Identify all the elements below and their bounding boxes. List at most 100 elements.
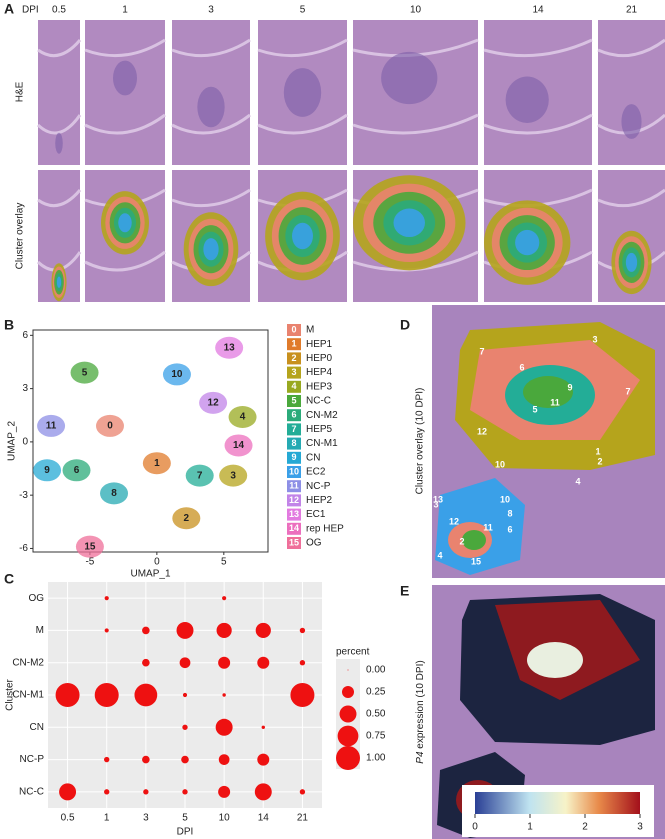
cluster-label: 5 bbox=[532, 404, 537, 414]
panel-label: B bbox=[4, 317, 14, 333]
lesion bbox=[197, 86, 225, 128]
cluster-label: 12 bbox=[477, 426, 487, 436]
y-axis-label: UMAP_2 bbox=[7, 421, 18, 461]
cluster-overlay bbox=[56, 276, 62, 288]
dot bbox=[216, 622, 232, 639]
legend-key: 0 bbox=[291, 324, 296, 334]
dot bbox=[299, 789, 306, 795]
legend-dot bbox=[347, 669, 349, 671]
dot bbox=[104, 789, 110, 795]
legend-swatch bbox=[287, 352, 301, 365]
cluster-label: 1 bbox=[595, 446, 600, 456]
legend-label: CN-M2 bbox=[306, 410, 338, 421]
cluster-label: 3 bbox=[433, 499, 438, 509]
lesion bbox=[55, 132, 63, 154]
cluster-cloud bbox=[224, 434, 253, 457]
legend-key: 2 bbox=[291, 353, 296, 363]
cluster-cloud bbox=[219, 464, 248, 487]
dot bbox=[142, 626, 150, 635]
dot bbox=[104, 628, 109, 633]
legend-swatch bbox=[287, 437, 301, 450]
cluster-label: 6 bbox=[507, 524, 512, 534]
lesion bbox=[113, 60, 137, 96]
x-axis-label: UMAP_1 bbox=[130, 569, 170, 580]
cluster-label: 13 bbox=[433, 494, 443, 504]
cluster-overlay bbox=[625, 252, 638, 272]
cluster-label: 12 bbox=[208, 397, 220, 408]
cluster-label: 8 bbox=[507, 508, 512, 518]
legend-swatch bbox=[287, 451, 301, 464]
dot bbox=[222, 693, 226, 697]
legend-key: 15 bbox=[289, 537, 299, 547]
column-label: 14 bbox=[532, 5, 544, 16]
legend-swatch bbox=[287, 423, 301, 436]
dot bbox=[261, 725, 265, 729]
cluster-label: 8 bbox=[111, 488, 117, 499]
legend-swatch bbox=[287, 395, 301, 407]
legend-key: 11 bbox=[289, 481, 299, 491]
gene-name: P4 bbox=[415, 751, 426, 764]
x-tick-label: 21 bbox=[297, 813, 309, 824]
dot bbox=[222, 596, 227, 601]
cluster-label: 9 bbox=[44, 465, 50, 476]
legend-key: 5 bbox=[291, 395, 296, 405]
cluster-overlay bbox=[292, 222, 313, 250]
y-tick-label: -3 bbox=[19, 490, 28, 501]
legend-swatch bbox=[287, 338, 301, 351]
row-label: Cluster overlay bbox=[15, 203, 26, 270]
cluster-overlay bbox=[393, 208, 425, 238]
cluster-label: 11 bbox=[46, 421, 57, 432]
cluster-cloud bbox=[185, 464, 214, 487]
cluster-label: 11 bbox=[550, 397, 560, 407]
column-label: 10 bbox=[410, 5, 422, 16]
x-tick-label: 1 bbox=[104, 813, 110, 824]
legend-label: NC-P bbox=[306, 481, 331, 492]
cluster-label: 6 bbox=[74, 465, 80, 476]
cluster-cloud bbox=[33, 459, 62, 482]
cluster-label: 3 bbox=[230, 470, 236, 481]
colorbar bbox=[475, 792, 640, 814]
cluster-label: 7 bbox=[197, 470, 203, 481]
dot bbox=[257, 656, 270, 669]
legend-label: M bbox=[306, 325, 314, 336]
cluster-label: 2 bbox=[459, 536, 464, 546]
y-tick-label: CN bbox=[30, 722, 44, 733]
legend-key: 4 bbox=[291, 381, 296, 391]
x-tick-label: 3 bbox=[143, 813, 149, 824]
dot bbox=[257, 753, 270, 766]
y-tick-label: NC-P bbox=[20, 754, 45, 765]
dot bbox=[142, 658, 150, 667]
cluster-label: 4 bbox=[240, 412, 246, 423]
tissue-texture bbox=[84, 38, 166, 135]
legend-key: 10 bbox=[289, 466, 299, 476]
cluster-label: 10 bbox=[171, 369, 183, 380]
legend-label: HEP3 bbox=[306, 381, 333, 392]
x-tick-label: 5 bbox=[182, 813, 188, 824]
legend-label: EC2 bbox=[306, 467, 326, 478]
legend-key: 6 bbox=[291, 410, 296, 420]
panel-title: P4 expression (10 DPI) bbox=[415, 660, 426, 763]
legend-swatch bbox=[287, 366, 301, 379]
column-label: 5 bbox=[300, 5, 306, 16]
dot bbox=[182, 789, 188, 795]
lesion bbox=[381, 51, 438, 105]
legend-label: HEP2 bbox=[306, 495, 333, 506]
legend-label: 0.00 bbox=[366, 665, 386, 676]
legend-label: 1.00 bbox=[366, 753, 386, 764]
dot bbox=[182, 692, 188, 698]
cluster-cloud bbox=[172, 507, 201, 530]
legend-key: 7 bbox=[291, 424, 296, 434]
dot bbox=[299, 660, 306, 666]
legend-label: 0.25 bbox=[366, 687, 386, 698]
y-tick-label: NC-C bbox=[19, 786, 44, 797]
dot bbox=[104, 596, 109, 601]
dot bbox=[218, 754, 230, 765]
legend-key: 9 bbox=[291, 452, 296, 462]
layout bbox=[36, 20, 665, 839]
axis-label: DPI bbox=[22, 5, 39, 16]
legend-swatch bbox=[287, 508, 301, 521]
legend-label: NC-C bbox=[306, 396, 331, 407]
overlay-region bbox=[523, 376, 573, 408]
x-axis-label: DPI bbox=[177, 827, 194, 838]
